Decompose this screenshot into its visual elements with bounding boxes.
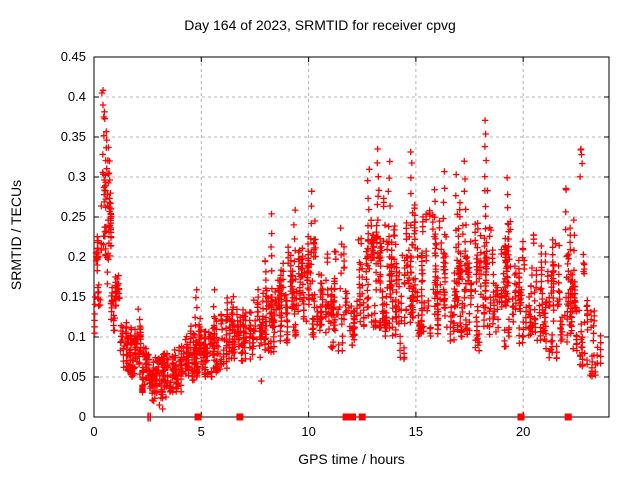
y-tick-label: 0.45 <box>61 49 86 64</box>
zero-impulse <box>149 412 151 422</box>
zero-marker <box>564 413 572 421</box>
y-tick-label: 0.05 <box>61 369 86 384</box>
x-tick-label: 5 <box>198 424 205 439</box>
zero-impulse <box>147 412 149 422</box>
y-tick-label: 0 <box>79 409 86 424</box>
y-tick-label: 0.2 <box>68 249 86 264</box>
zero-marker <box>517 413 525 421</box>
y-tick-label: 0.4 <box>68 89 86 104</box>
zero-marker <box>358 413 366 421</box>
y-tick-label: 0.1 <box>68 329 86 344</box>
y-tick-label: 0.15 <box>61 289 86 304</box>
zero-marker <box>349 413 357 421</box>
y-tick-label: 0.3 <box>68 169 86 184</box>
x-tick-label: 15 <box>409 424 423 439</box>
x-tick-label: 10 <box>301 424 315 439</box>
zero-marker <box>342 413 350 421</box>
zero-marker <box>194 413 202 421</box>
y-tick-label: 0.35 <box>61 129 86 144</box>
x-tick-label: 20 <box>516 424 530 439</box>
chart-title: Day 164 of 2023, SRMTID for receiver cpv… <box>184 17 456 33</box>
zero-marker <box>236 413 244 421</box>
x-axis-title: GPS time / hours <box>298 451 405 467</box>
scatter-points <box>91 87 604 413</box>
x-tick-label: 0 <box>90 424 97 439</box>
y-tick-label: 0.25 <box>61 209 86 224</box>
